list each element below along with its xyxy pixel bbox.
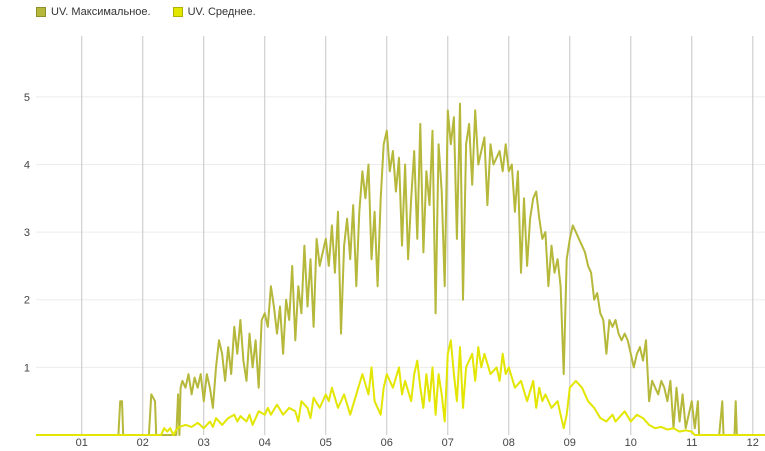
- x-tick-label-06: 06: [381, 437, 393, 449]
- x-tick-label-10: 10: [625, 437, 637, 449]
- x-tick-label-08: 08: [503, 437, 515, 449]
- legend-swatch-avg: [172, 7, 183, 17]
- y-tick-label-5: 5: [24, 92, 30, 104]
- chart-legend: UV. Максимальное. UV. Среднее.: [36, 4, 278, 20]
- legend-label-avg: UV. Среднее.: [187, 6, 256, 18]
- legend-label-max: UV. Максимальное.: [51, 6, 151, 18]
- x-tick-label-02: 02: [137, 437, 149, 449]
- legend-item-avg[interactable]: UV. Среднее.: [172, 6, 256, 18]
- y-tick-label-3: 3: [24, 227, 30, 239]
- x-tick-label-01: 01: [76, 437, 88, 449]
- legend-item-max[interactable]: UV. Максимальное.: [36, 6, 151, 18]
- x-tick-label-07: 07: [442, 437, 454, 449]
- series-line-uv-avg: [36, 339, 765, 436]
- x-tick-label-04: 04: [259, 437, 271, 449]
- x-tick-label-05: 05: [320, 437, 332, 449]
- x-tick-label-11: 11: [686, 437, 697, 449]
- x-tick-label-12: 12: [747, 437, 759, 449]
- x-tick-label-09: 09: [564, 437, 576, 449]
- x-tick-label-03: 03: [198, 437, 210, 449]
- y-tick-label-4: 4: [24, 159, 30, 171]
- y-tick-label-1: 1: [24, 362, 30, 374]
- y-tick-label-2: 2: [24, 295, 30, 307]
- series-line-uv-max: [36, 102, 765, 436]
- legend-swatch-max: [36, 7, 46, 17]
